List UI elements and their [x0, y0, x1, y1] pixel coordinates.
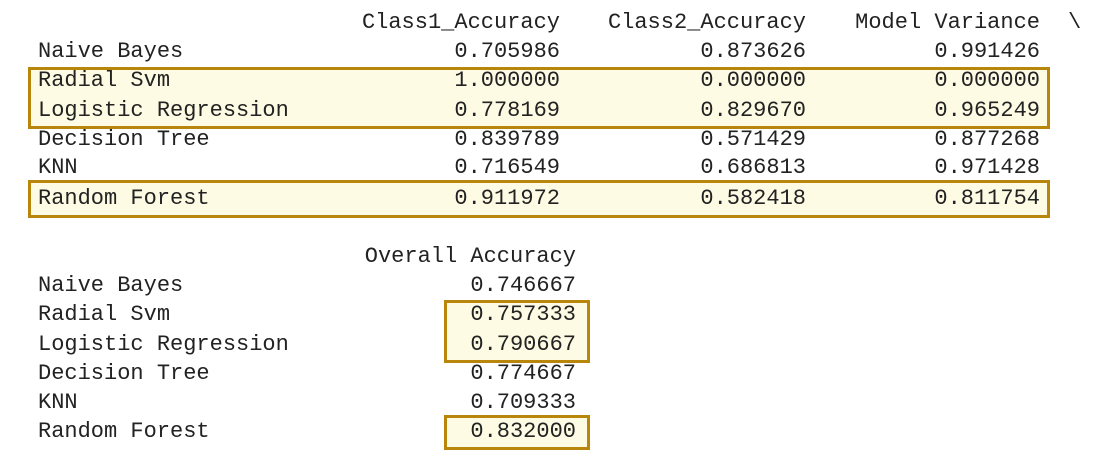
cell-model-variance: 0.811754	[934, 186, 1040, 211]
row-label: KNN	[38, 155, 78, 180]
highlight-box-table1-random-forest	[28, 180, 1050, 218]
row-label: Random Forest	[38, 419, 210, 444]
row-label: Logistic Regression	[38, 98, 289, 123]
cell-overall-accuracy: 0.709333	[470, 390, 576, 415]
cell-overall-accuracy: 0.832000	[470, 419, 576, 444]
cell-model-variance: 0.000000	[934, 68, 1040, 93]
cell-class2-accuracy: 0.571429	[700, 127, 806, 152]
cell-overall-accuracy: 0.790667	[470, 332, 576, 357]
highlight-box-table2-random-forest	[444, 415, 590, 450]
row-label: Radial Svm	[38, 68, 171, 93]
cell-overall-accuracy: 0.774667	[470, 361, 576, 386]
row-label: Random Forest	[38, 186, 210, 211]
cell-class2-accuracy: 0.582418	[700, 186, 806, 211]
cell-class2-accuracy: 0.829670	[700, 98, 806, 123]
cell-class1-accuracy: 1.000000	[454, 68, 560, 93]
column-header-class2-accuracy: Class2_Accuracy	[607, 10, 806, 35]
highlight-box-table2-svm-logreg	[444, 300, 590, 363]
cell-overall-accuracy: 0.746667	[470, 273, 576, 298]
cell-model-variance: 0.877268	[934, 127, 1040, 152]
cell-overall-accuracy: 0.757333	[470, 302, 576, 327]
cell-class1-accuracy: 0.705986	[454, 39, 560, 64]
column-header-model-variance: Model Variance	[855, 10, 1040, 35]
row-label: Naive Bayes	[38, 273, 184, 298]
cell-class1-accuracy: 0.839789	[454, 127, 560, 152]
cell-class1-accuracy: 0.911972	[454, 186, 560, 211]
cell-class2-accuracy: 0.873626	[700, 39, 806, 64]
cell-class2-accuracy: 0.000000	[700, 68, 806, 93]
row-label: Decision Tree	[38, 361, 210, 386]
cell-class1-accuracy: 0.716549	[454, 155, 560, 180]
cell-model-variance: 0.971428	[934, 155, 1040, 180]
row-label: KNN	[38, 390, 78, 415]
row-label: Logistic Regression	[38, 332, 289, 357]
row-label: Decision Tree	[38, 127, 210, 152]
continuation-marker: \	[1068, 10, 1082, 35]
cell-model-variance: 0.965249	[934, 98, 1040, 123]
cell-class2-accuracy: 0.686813	[700, 155, 806, 180]
column-header-overall-accuracy: Overall Accuracy	[364, 244, 576, 269]
highlight-box-table1-svm-logreg	[28, 67, 1050, 129]
column-header-class1-accuracy: Class1_Accuracy	[361, 10, 560, 35]
row-label: Radial Svm	[38, 302, 171, 327]
cell-class1-accuracy: 0.778169	[454, 98, 560, 123]
row-label: Naive Bayes	[38, 39, 184, 64]
cell-model-variance: 0.991426	[934, 39, 1040, 64]
